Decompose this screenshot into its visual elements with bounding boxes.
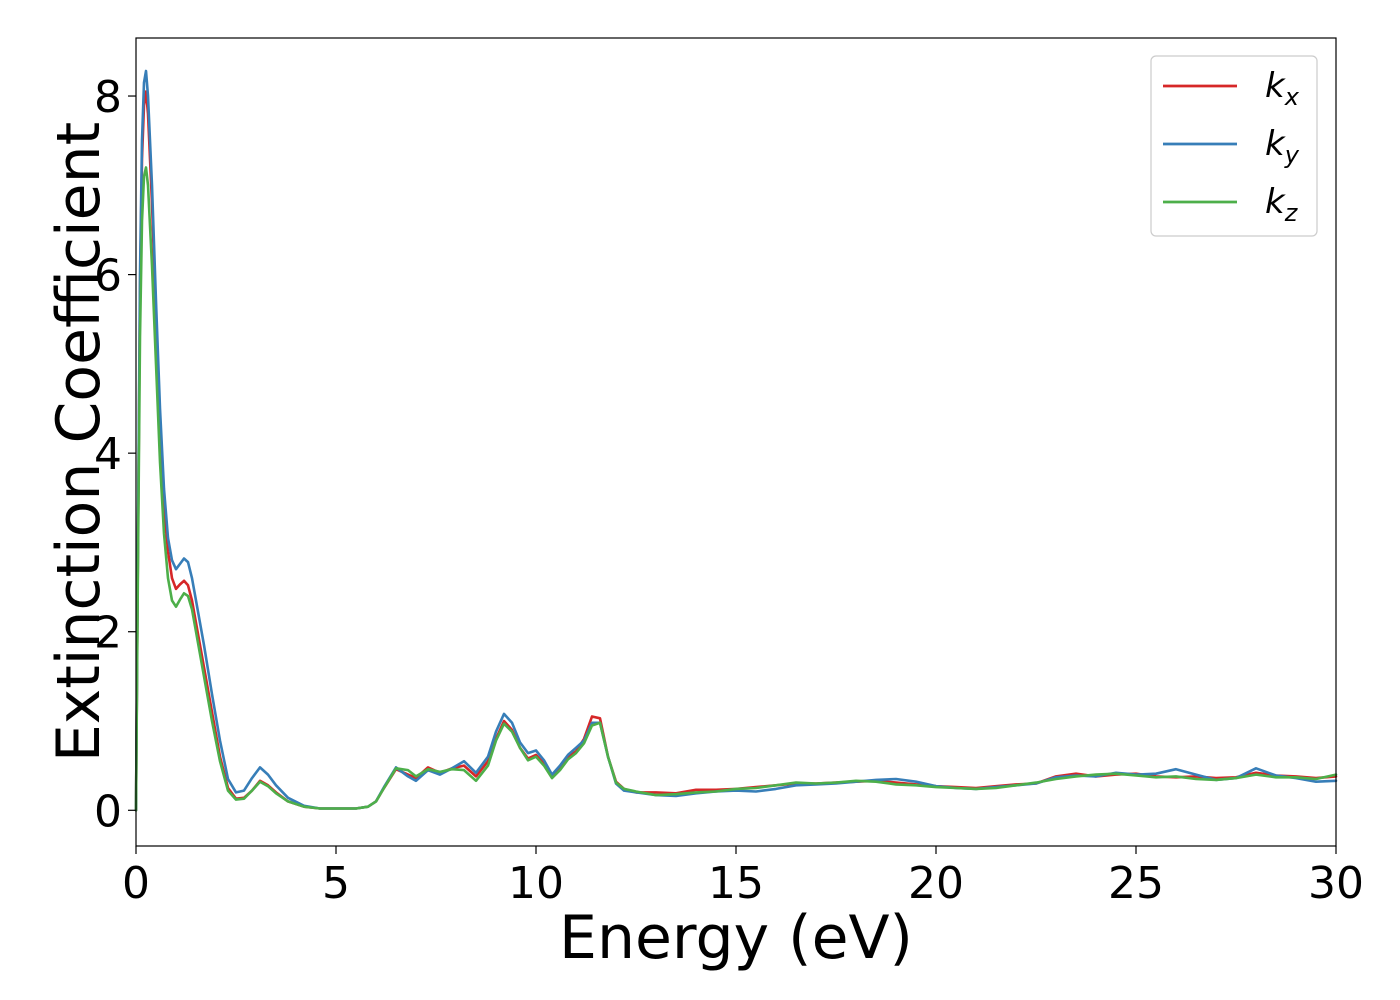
plot-frame: [135, 37, 1337, 847]
y-axis-label: Extinction Coefficient: [44, 122, 114, 762]
y-tick-label: 6: [94, 251, 122, 302]
y-tick-label: 2: [94, 608, 122, 659]
legend: kx ky kz: [1150, 55, 1318, 237]
x-tick-label: 0: [122, 858, 150, 909]
x-axis-label: Energy (eV): [559, 903, 913, 973]
ticks-layer: 0 5 10 15 20 25 30 0 2 4 6 8: [94, 72, 1364, 909]
legend-label-ky: ky: [1265, 124, 1300, 169]
legend-label-kz: kz: [1265, 182, 1299, 227]
y-tick-label: 0: [94, 786, 122, 837]
x-tick-label: 30: [1308, 858, 1364, 909]
series-layer: [134, 69, 1338, 812]
x-tick-label: 20: [908, 858, 964, 909]
y-tick-label: 8: [94, 72, 122, 123]
x-tick-label: 5: [322, 858, 350, 909]
series-line-kz: [134, 166, 1338, 812]
legend-label-kx: kx: [1265, 66, 1300, 111]
y-tick-label: 4: [94, 429, 122, 480]
x-tick-label: 25: [1108, 858, 1164, 909]
x-tick-label: 15: [708, 858, 764, 909]
legend-box: [1150, 55, 1318, 237]
x-tick-label: 10: [508, 858, 564, 909]
